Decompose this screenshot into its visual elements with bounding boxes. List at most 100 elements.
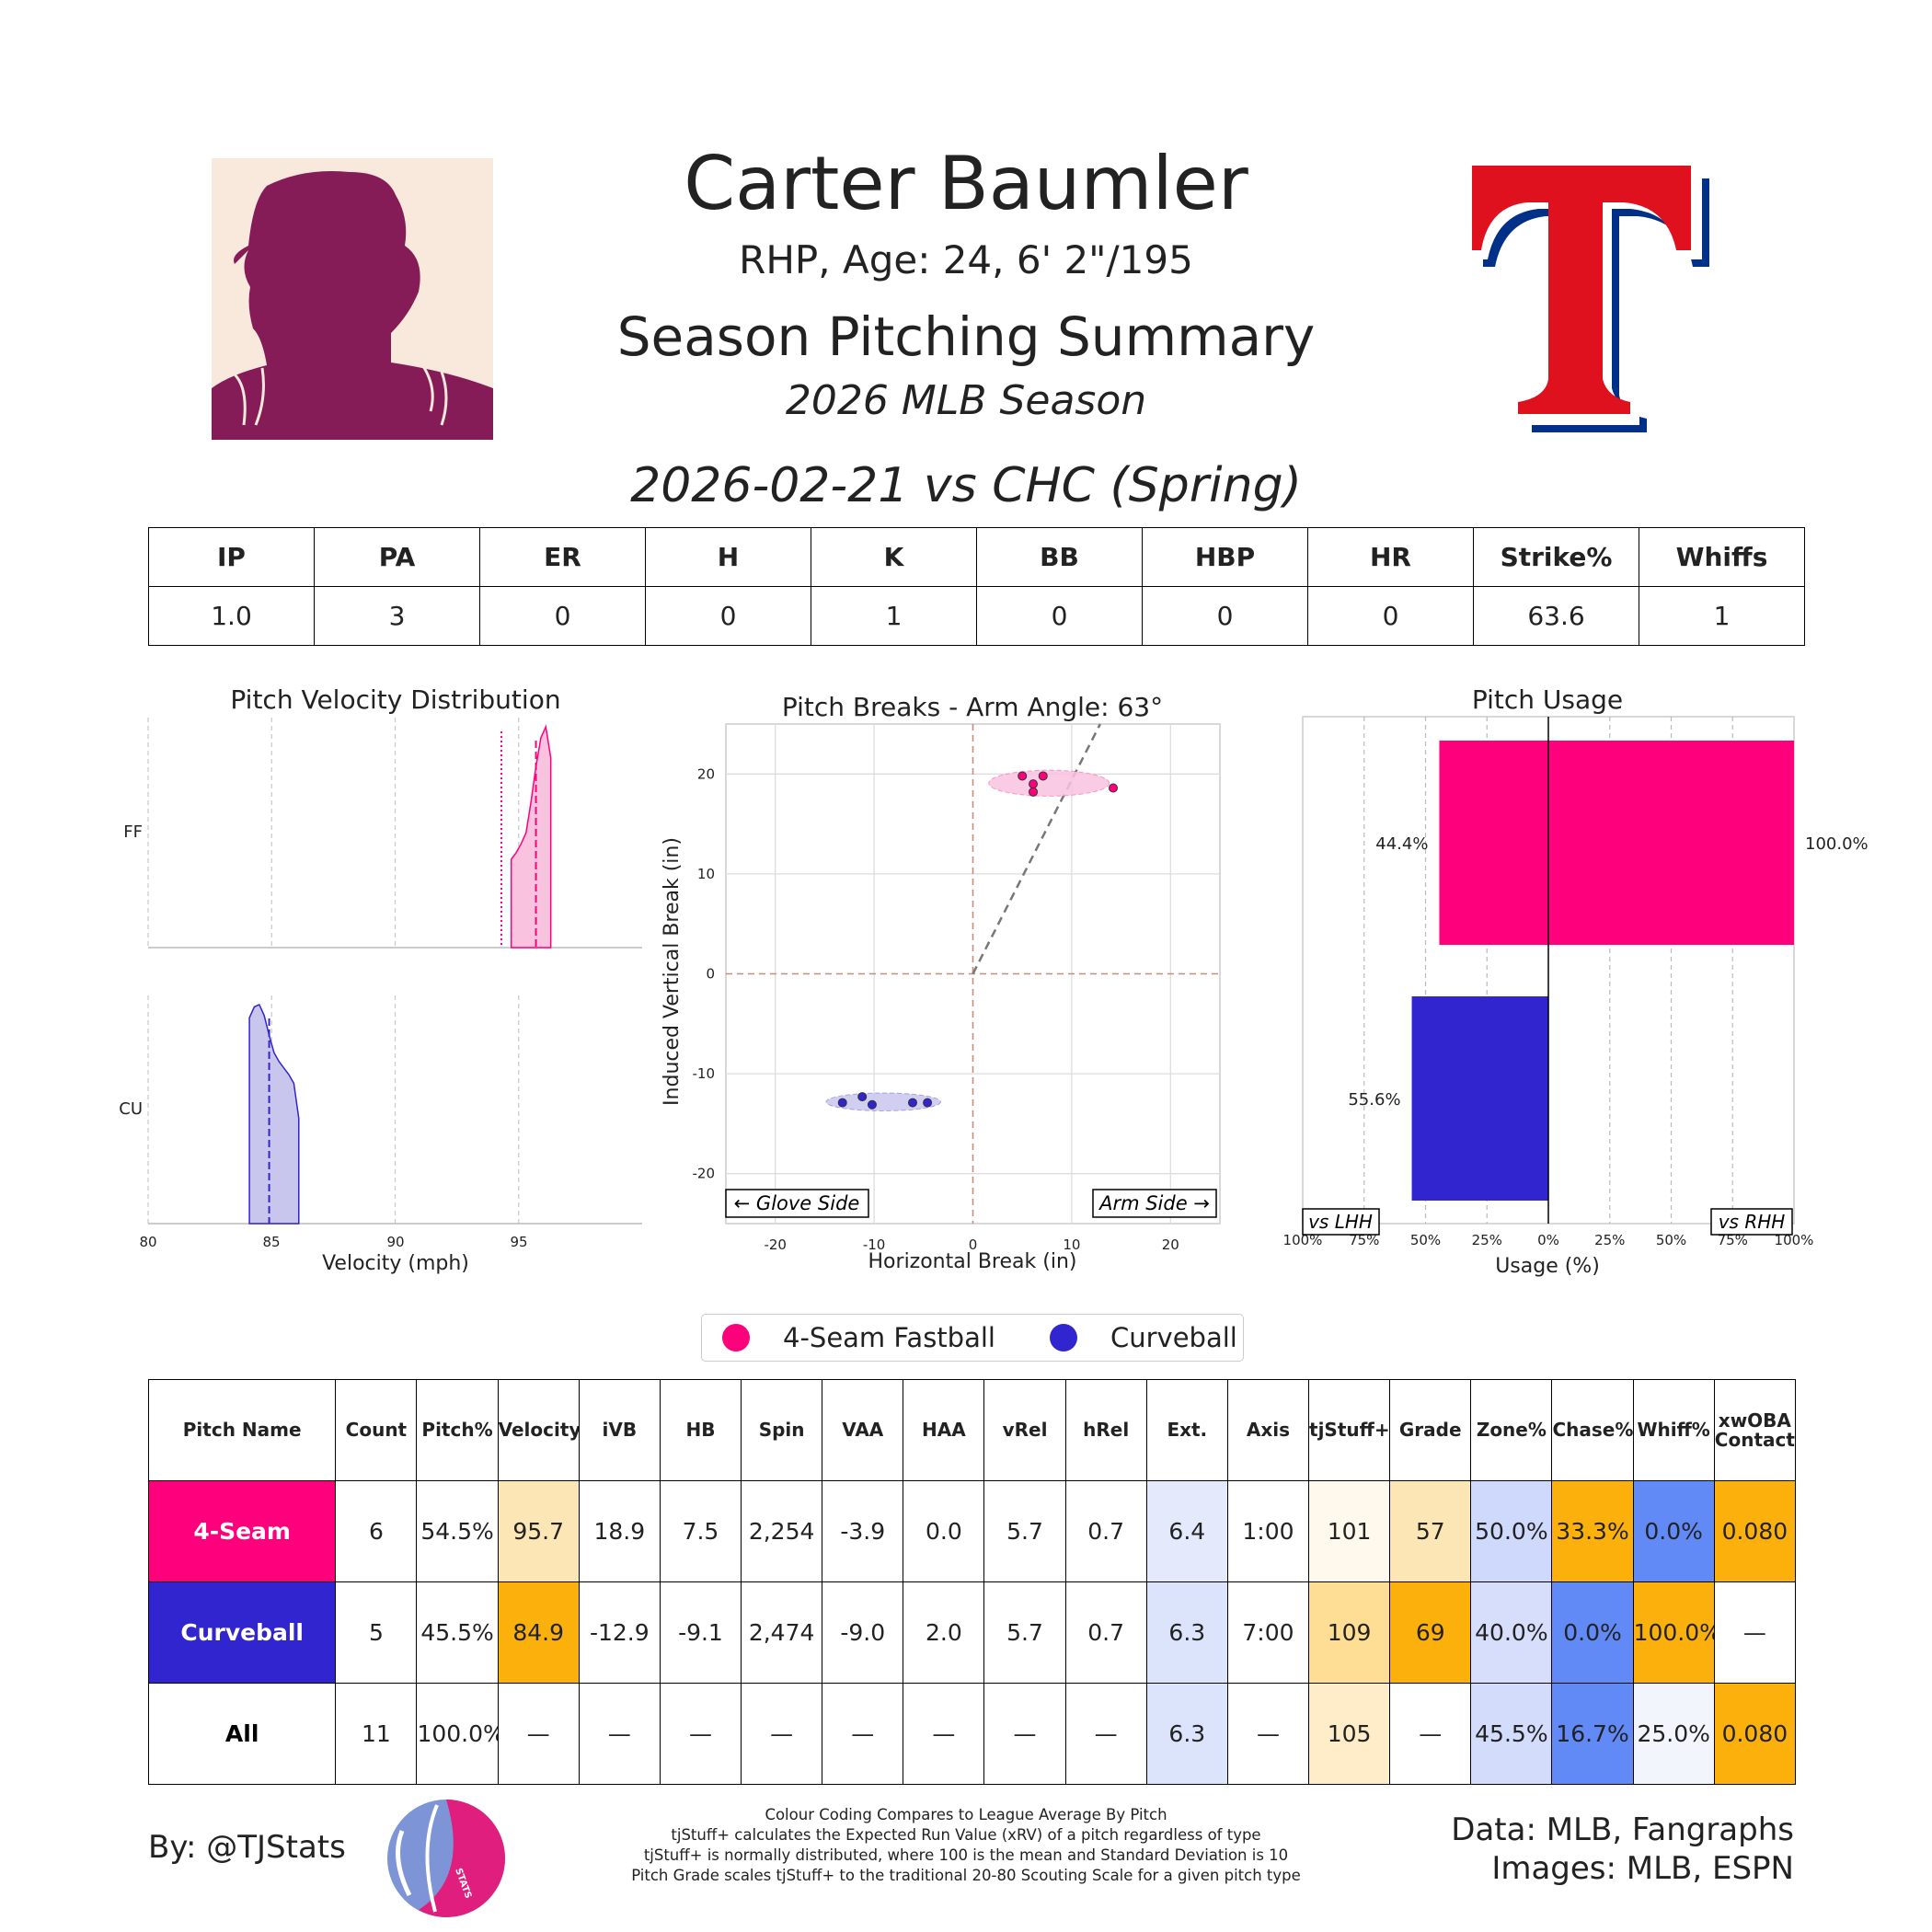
pitch-table-cell: 54.5% <box>416 1480 499 1582</box>
pitch-table-cell: -3.9 <box>822 1480 904 1582</box>
pitch-table-row: Curveball 5 45.5% 84.9 -12.9 -9.1 2,474 -9.0 2.0… <box>147 1581 1797 1684</box>
pitch-table-cell: — <box>578 1683 661 1785</box>
break-point-cu <box>867 1099 877 1110</box>
pitch-table-header-cell: Zone% <box>1470 1379 1553 1481</box>
break-ytick-label: 20 <box>697 765 715 782</box>
footnotes: Colour Coding Compares to League Average… <box>598 1805 1334 1886</box>
pitch-table-row: 4-Seam 6 54.5% 95.7 18.9 7.5 2,254 -3.9 0.0 5.7 0.… <box>147 1480 1797 1582</box>
pitch-table-cell: 1:00 <box>1226 1480 1310 1582</box>
pitch-table-cell: — <box>1389 1683 1472 1785</box>
pitch-table-cell: 0.0 <box>903 1480 985 1582</box>
glove-side-label: ← Glove Side <box>734 1192 860 1214</box>
break-xtick-label: -20 <box>764 1236 787 1253</box>
game-line-table: IP PA ER H K BB HBP HR Strike% Whiffs 1.… <box>148 527 1805 646</box>
break-point-ff <box>1109 783 1119 793</box>
pitch-table-cell: — <box>1713 1581 1797 1684</box>
value-h: 0 <box>645 586 811 646</box>
footnote-line: Colour Coding Compares to League Average… <box>765 1806 1167 1823</box>
break-ellipse-ff <box>988 769 1110 797</box>
pitch-table-header-cell: Count <box>335 1379 418 1481</box>
pitch-table-header-cell: vRel <box>983 1379 1066 1481</box>
usage-xtick-label: 0% <box>1537 1232 1559 1248</box>
pitch-name-cell: 4-Seam <box>147 1480 337 1582</box>
usage-bar-rhh-ff <box>1548 741 1794 945</box>
vs-lhh-label: vs LHH <box>1308 1211 1373 1233</box>
header-whiffs: Whiffs <box>1639 527 1805 587</box>
pitch-table-cell: 33.3% <box>1551 1480 1634 1582</box>
break-point-ff <box>1038 771 1048 781</box>
header-hr: HR <box>1307 527 1474 587</box>
pitch-table-cell: — <box>983 1683 1066 1785</box>
pitch-table-cell: 0.7 <box>1064 1581 1147 1684</box>
usage-chart-title: Pitch Usage <box>1472 684 1623 715</box>
usage-label-lhh-ff: 44.4% <box>1375 834 1428 854</box>
break-chart-title: Pitch Breaks - Arm Angle: 63° <box>782 692 1163 722</box>
pitch-table-header-cell: Spin <box>741 1379 823 1481</box>
break-ytick-label: -20 <box>693 1166 716 1182</box>
value-pa: 3 <box>314 586 480 646</box>
value-hr: 0 <box>1307 586 1474 646</box>
pitch-table-header-cell: xwOBA Contact <box>1713 1379 1797 1481</box>
pitch-table-cell: 18.9 <box>578 1480 661 1582</box>
usage-marks: 44.4% 100.0% 55.6% <box>1348 717 1869 1224</box>
header-bb: BB <box>976 527 1143 587</box>
pitch-table-cell: 101 <box>1308 1480 1391 1582</box>
pitch-table-cell: — <box>659 1683 742 1785</box>
pitch-table-header-cell: Ext. <box>1145 1379 1228 1481</box>
header-strike-pct: Strike% <box>1473 527 1639 587</box>
velocity-row-label-cu: CU <box>119 1099 143 1119</box>
value-hbp: 0 <box>1142 586 1308 646</box>
pitch-table-cell: 69 <box>1389 1581 1472 1684</box>
pitch-table-header-cell: iVB <box>578 1379 661 1481</box>
pitch-table-header-cell: Chase% <box>1551 1379 1634 1481</box>
break-point-cu <box>907 1098 917 1108</box>
break-ytick-label: -10 <box>693 1065 716 1082</box>
usage-bar-lhh-ff <box>1439 741 1548 945</box>
pitch-table-cell: 40.0% <box>1470 1581 1553 1684</box>
break-marks <box>825 723 1119 1111</box>
usage-xtick-label: 50% <box>1410 1232 1441 1248</box>
legend-cu-label: Curveball <box>1110 1322 1237 1353</box>
usage-xtick-label: 75% <box>1349 1232 1379 1248</box>
usage-xtick-label: 50% <box>1656 1232 1686 1248</box>
break-point-ff <box>1018 771 1028 781</box>
vs-lhh-box: vs LHH <box>1302 1208 1380 1236</box>
break-x-label: Horizontal Break (in) <box>868 1250 1077 1273</box>
pitch-table-cell: 84.9 <box>497 1581 580 1684</box>
pitch-table-header-cell: Velocity <box>497 1379 580 1481</box>
velocity-grid <box>147 718 642 1225</box>
pitch-name-cell: All <box>147 1683 337 1785</box>
pitch-legend: 4-Seam Fastball Curveball <box>701 1314 1244 1362</box>
header-h: H <box>645 527 811 587</box>
pitch-table-cell: 100.0% <box>1632 1581 1715 1684</box>
image-credit: Images: MLB, ESPN <box>1491 1850 1794 1887</box>
header-k: K <box>811 527 977 587</box>
velocity-xtick-90: 90 <box>386 1234 404 1250</box>
arm-angle-line <box>972 723 1101 975</box>
usage-xtick-label: 75% <box>1718 1232 1748 1248</box>
value-ip: 1.0 <box>148 586 315 646</box>
pitch-table-cell: 5 <box>335 1581 418 1684</box>
value-strike-pct: 63.6 <box>1473 586 1639 646</box>
pitch-metrics-table: Pitch Name Count Pitch% Velocity iVB HB Spin VA… <box>147 1379 1797 1785</box>
pitch-table-cell: — <box>903 1683 985 1785</box>
break-point-ff <box>1029 779 1039 789</box>
arm-side-label: Arm Side → <box>1098 1192 1210 1214</box>
pitch-table-cell: 0.080 <box>1713 1480 1797 1582</box>
velocity-xtick-95: 95 <box>510 1234 527 1250</box>
pitch-table-cell: 0.7 <box>1064 1480 1147 1582</box>
pitch-table-cell: 100.0% <box>416 1683 499 1785</box>
velocity-x-label: Velocity (mph) <box>322 1252 469 1275</box>
footnote-line: tjStuff+ calculates the Expected Run Val… <box>671 1826 1261 1844</box>
author-credit: By: @TJStats <box>148 1829 346 1866</box>
pitch-table-cell: — <box>1226 1683 1310 1785</box>
pitch-table-header-cell: Pitch Name <box>147 1379 337 1481</box>
pitch-table-header-cell: Grade <box>1389 1379 1472 1481</box>
value-whiffs: 1 <box>1639 586 1805 646</box>
break-xtick-label: 0 <box>969 1236 978 1253</box>
pitch-table-cell: 2,474 <box>741 1581 823 1684</box>
pitch-table-cell: 105 <box>1308 1683 1391 1785</box>
vs-rhh-box: vs RHH <box>1710 1208 1793 1236</box>
pitch-table-cell: 2,254 <box>741 1480 823 1582</box>
pitch-table-cell: 6.3 <box>1145 1683 1228 1785</box>
